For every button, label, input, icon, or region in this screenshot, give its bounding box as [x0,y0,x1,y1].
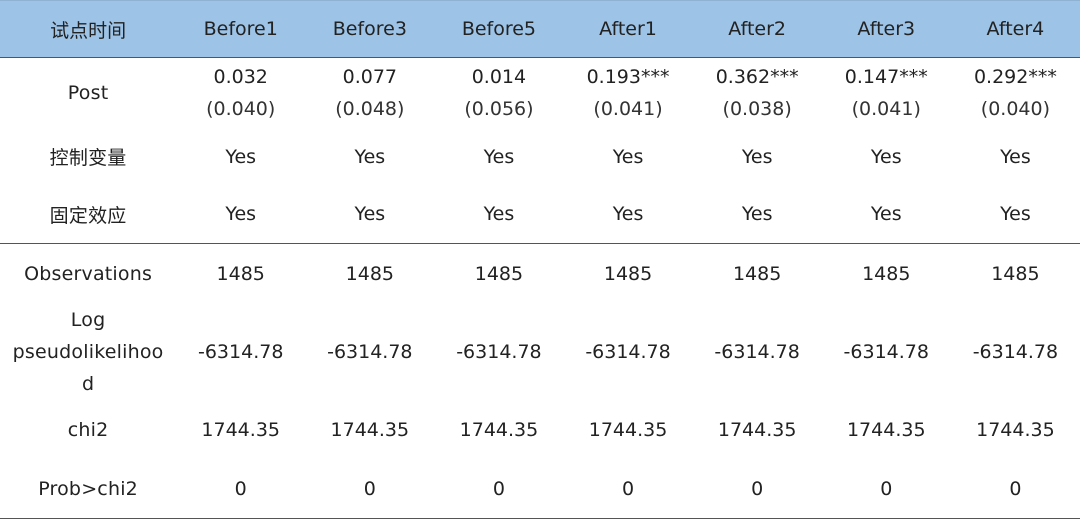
table-cell: 1485 [216,262,265,285]
header-cell: After4 [950,0,1080,58]
table-cell: 0.032 (0.040) [176,58,305,128]
table-cell: 0.193*** (0.041) [563,58,692,128]
header-cell: Before3 [305,0,435,58]
table-cell: -6314.78 [456,341,542,363]
header-cell: After1 [563,0,693,58]
coef-value: 0.077 [342,65,398,88]
table-cell: 1744.35 [976,419,1055,441]
header-cell-pilot-time: 试点时间 [0,0,177,58]
table-row-observations: Observations 1485 1485 1485 1485 1485 14… [0,244,1080,304]
table-cell: Yes [950,185,1080,244]
row-label-post: Post [67,81,109,104]
table-cell: 1485 [862,262,911,285]
table-cell: 0.014 (0.056) [434,58,563,128]
header-cell: Before1 [176,0,306,58]
row-label-prob-chi2: Prob>chi2 [0,459,177,519]
table-cell: 0 [821,459,951,519]
table-row-controls: 控制变量 Yes Yes Yes Yes Yes Yes Yes [0,128,1080,186]
se-value: (0.040) [980,97,1051,120]
table-cell: -6314.78 [714,341,800,363]
table-cell: 1485 [345,262,394,285]
table-cell: 1744.35 [330,419,410,441]
se-value: (0.056) [464,97,534,120]
table-cell: Yes [1000,145,1031,168]
table-cell: 0.292*** (0.040) [951,58,1080,128]
header-cell: After3 [821,0,951,58]
label-line: Log [70,309,106,331]
coef-value: 0.014 [471,65,527,88]
table-cell: 0 [176,459,306,519]
table-cell: 0 [305,459,435,519]
table-cell: Yes [305,185,435,244]
table-row-post: Post 0.032 (0.040) 0.077 (0.048) 0.014 (0.0… [0,58,1080,128]
row-label-chi2: chi2 [67,419,109,441]
table-cell: -6314.78 [197,341,284,363]
coef-value: 0.292*** [973,65,1057,88]
table-cell: 1744.35 [201,419,280,441]
header-cell: Before5 [434,0,564,58]
se-value: (0.040) [206,97,276,120]
row-label-observations: Observations [24,262,153,285]
table-cell: 0 [434,459,564,519]
table-cell: 0 [692,459,822,519]
label-line: d [81,373,95,395]
table-row-log-pseudolikelihood: Log pseudolikelihoo d -6314.78 -6314.78 … [0,304,1080,401]
table-cell: 1485 [603,262,653,285]
table-cell: 0 [950,459,1080,519]
se-value: (0.041) [593,97,663,120]
table-cell: -6314.78 [585,341,671,363]
row-label-log-pseudolikelihood: Log pseudolikelihoo d [0,304,176,401]
table-cell: Yes [612,145,644,168]
table-cell: 0.362*** (0.038) [693,58,822,128]
table-cell: 0 [563,459,693,519]
coef-value: 0.193*** [586,65,670,88]
coef-value: 0.147*** [844,65,928,88]
table-cell: 1744.35 [459,419,539,441]
table-cell: 1485 [732,262,782,285]
table-cell: Yes [354,145,386,168]
table-row-prob-chi2: Prob>chi2 0 0 0 0 0 0 0 [0,459,1080,519]
table-cell: -6314.78 [843,341,929,363]
coef-value: 0.362*** [715,65,799,88]
table-cell: 1744.35 [717,419,797,441]
row-label-fixed-effects: 固定效应 [0,185,177,244]
se-value: (0.038) [722,97,792,120]
table-cell: 1485 [474,262,524,285]
table-cell: Yes [434,185,564,244]
table-cell: Yes [483,145,515,168]
table-cell: Yes [176,185,306,244]
label-line: pseudolikelihoo [12,341,164,363]
header-row: 试点时间 Before1 Before3 Before5 After1 Afte… [0,0,1080,58]
table-cell: 0.147*** (0.041) [822,58,951,128]
table-row-fixed-effects: 固定效应 Yes Yes Yes Yes Yes Yes Yes [0,185,1080,244]
table-row-chi2: chi2 1744.35 1744.35 1744.35 1744.35 174… [0,401,1080,460]
table-cell: Yes [692,185,822,244]
header-cell: After2 [692,0,822,58]
table-cell: Yes [563,185,693,244]
table-cell: -6314.78 [972,341,1059,363]
se-value: (0.048) [335,97,405,120]
table-cell: Yes [870,145,902,168]
table-cell: 1744.35 [846,419,926,441]
table-cell: -6314.78 [327,341,413,363]
table-cell: 0.077 (0.048) [305,58,434,128]
table-cell: Yes [741,145,773,168]
table-cell: Yes [821,185,951,244]
table-cell: 1485 [991,262,1040,285]
table-cell: 1744.35 [588,419,668,441]
table-cell: Yes [225,145,257,168]
coef-value: 0.032 [213,65,268,88]
se-value: (0.041) [851,97,921,120]
row-label-controls: 控制变量 [49,147,127,169]
